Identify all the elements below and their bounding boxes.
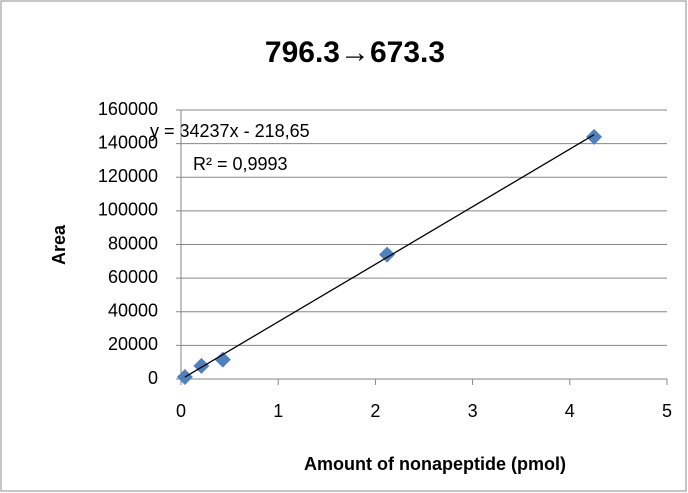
data-point bbox=[214, 351, 231, 368]
y-tick-label: 160000 bbox=[98, 99, 158, 119]
y-tick-label: 80000 bbox=[108, 233, 158, 253]
trendline bbox=[184, 134, 595, 378]
data-point bbox=[379, 246, 396, 263]
y-tick-label: 100000 bbox=[98, 200, 158, 220]
x-tick-label: 5 bbox=[662, 401, 672, 421]
y-tick-label: 0 bbox=[148, 368, 158, 388]
x-tick-label: 4 bbox=[565, 401, 575, 421]
y-axis-title: Area bbox=[49, 224, 69, 265]
y-tick-label: 60000 bbox=[108, 267, 158, 287]
data-point bbox=[586, 128, 603, 145]
y-tick-label: 20000 bbox=[108, 334, 158, 354]
y-tick-label: 40000 bbox=[108, 301, 158, 321]
x-axis-title: Amount of nonapeptide (pmol) bbox=[304, 454, 566, 474]
trendline-equation: y = 34237x - 218,65 bbox=[150, 121, 310, 141]
x-tick-label: 2 bbox=[370, 401, 380, 421]
chart-title: 796.3→673.3 bbox=[265, 36, 445, 69]
y-tick-label: 140000 bbox=[98, 132, 158, 152]
y-tick-label: 120000 bbox=[98, 166, 158, 186]
x-tick-label: 0 bbox=[176, 401, 186, 421]
trendline-r2: R² = 0,9993 bbox=[193, 154, 288, 174]
x-tick-label: 3 bbox=[468, 401, 478, 421]
x-tick-label: 1 bbox=[273, 401, 283, 421]
